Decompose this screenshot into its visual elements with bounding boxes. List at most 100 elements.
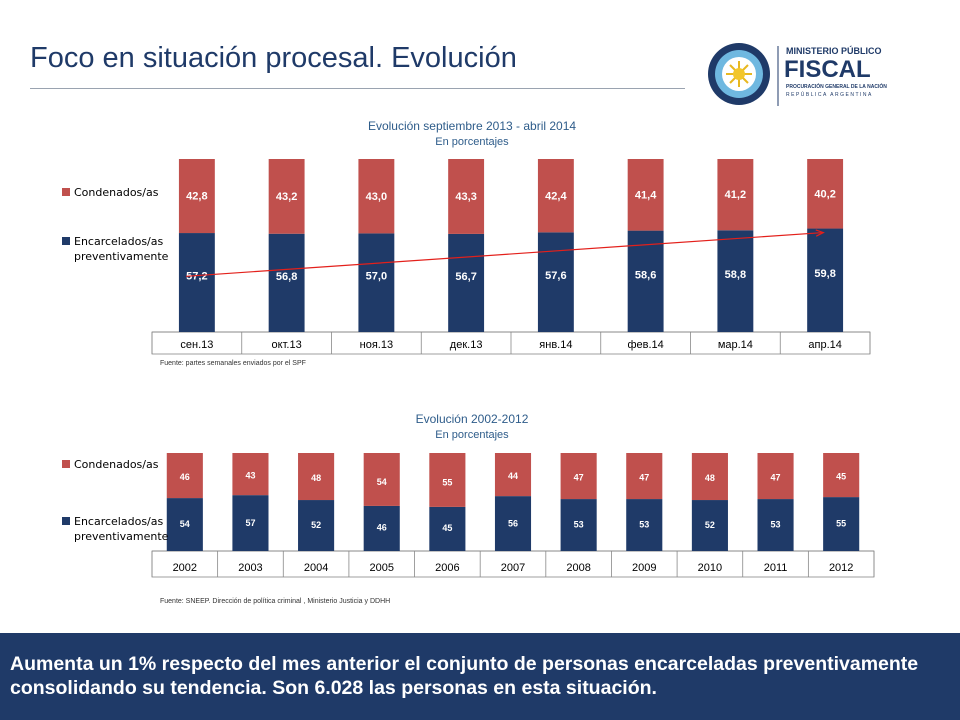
chart-title: Evolución 2002-2012 [416,412,529,426]
bar-encarcelados [363,505,400,551]
bar-encarcelados [560,499,597,551]
data-label-encarcelados: 54 [180,519,190,529]
data-label-encarcelados: 52 [311,520,321,530]
x-tick-label: 2007 [501,562,525,574]
bar-condenados [358,159,395,234]
data-label-encarcelados: 57,2 [186,271,207,283]
bar-encarcelados [626,499,663,551]
x-tick-label: 2011 [764,562,788,574]
x-tick-label: ноя.13 [360,339,393,351]
chart-yearly-evolution: Evolución 2002-2012 En porcentajes 54 46 200… [62,412,875,605]
bar-condenados [178,159,215,234]
bar-condenados [823,453,860,498]
bar-encarcelados [823,497,860,551]
legend-label-encarcelados-line1: Encarcelados/as [74,235,163,248]
x-tick-label: 2005 [369,562,393,574]
page-title: Foco en situación procesal. Evolución [30,42,517,74]
data-label-encarcelados: 56,8 [276,271,297,283]
data-label-encarcelados: 59,8 [814,268,835,280]
bar-encarcelados [757,499,794,551]
title-divider [30,88,685,89]
data-label-condenados: 55 [442,477,452,487]
legend-label-encarcelados-line2: preventivamente [74,530,169,543]
data-label-condenados: 54 [377,477,387,487]
x-tick-label: апр.14 [808,339,841,351]
data-label-condenados: 43 [245,470,255,480]
bar-encarcelados [232,495,269,551]
data-label-condenados: 46 [180,472,190,482]
x-tick-label: 2004 [304,562,328,574]
data-label-condenados: 42,8 [186,191,207,203]
bar-encarcelados [178,233,215,332]
data-label-condenados: 47 [771,473,781,483]
data-label-condenados: 47 [639,473,649,483]
data-label-condenados: 47 [574,473,584,483]
data-label-encarcelados: 52 [705,520,715,530]
bar-encarcelados [717,230,754,332]
data-label-condenados: 41,2 [725,189,746,201]
trend-arrow-head [815,229,825,237]
trend-arrow-line [186,231,824,277]
legend-swatch-condenados [62,460,70,468]
chart-monthly-evolution: Evolución septiembre 2013 - abril 2014 En… [62,119,871,367]
data-label-condenados: 43,0 [366,191,387,203]
bar-condenados [537,159,574,233]
bar-condenados [363,453,400,506]
bar-condenados [268,159,305,234]
logo-line4: REPÚBLICA ARGENTINA [786,91,873,98]
bar-condenados [494,453,532,497]
data-label-condenados: 43,3 [455,191,476,203]
legend-swatch-encarcelados [62,237,70,245]
bar-encarcelados [166,498,203,551]
data-label-condenados: 48 [705,473,715,483]
x-tick-label: 2003 [238,562,262,574]
bar-encarcelados [448,233,485,332]
data-label-encarcelados: 53 [639,520,649,530]
legend-label-condenados: Condenados/as [74,186,159,199]
chart-subtitle: En porcentajes [435,136,509,148]
data-label-condenados: 41,4 [635,189,657,201]
data-label-encarcelados: 45 [442,523,452,533]
chart-subtitle: En porcentajes [435,429,509,441]
x-tick-label: фев.14 [627,339,663,351]
bar-encarcelados [627,230,664,332]
bar-encarcelados [358,233,395,332]
x-tick-label: 2008 [566,562,590,574]
bar-condenados [717,159,754,231]
data-label-encarcelados: 58,8 [725,269,746,281]
data-label-encarcelados: 57,6 [545,270,566,282]
x-tick-label: окт.13 [272,339,302,351]
logo-line3: PROCURACIÓN GENERAL DE LA NACIÓN [786,82,887,90]
x-tick-label: мар.14 [718,339,753,351]
chart-title: Evolución septiembre 2013 - abril 2014 [368,119,576,133]
x-tick-label: сен.13 [180,339,213,351]
bar-encarcelados [298,500,335,551]
bar-condenados [232,453,269,496]
bar-condenados [448,159,485,234]
bar-condenados [298,453,335,501]
logo-line2: FISCAL [784,56,871,83]
data-label-encarcelados: 56,7 [455,271,476,283]
x-tick-label: 2002 [173,562,197,574]
data-label-encarcelados: 58,6 [635,269,656,281]
x-tick-label: 2009 [632,562,656,574]
bar-condenados [627,159,664,231]
bar-encarcelados [691,500,728,551]
data-label-encarcelados: 55 [836,519,846,529]
bar-condenados [626,453,663,500]
legend-swatch-encarcelados [62,517,70,525]
legend-label-encarcelados-line2: preventivamente [74,250,169,263]
bar-encarcelados [268,233,305,332]
x-tick-label: 2012 [829,562,853,574]
x-tick-label: янв.14 [539,339,572,351]
data-label-condenados: 45 [836,471,846,481]
bar-condenados [691,453,728,501]
ministerio-publico-fiscal-logo: MINISTERIO PÚBLICO FISCAL PROCURACIÓN GE… [708,43,887,106]
bar-encarcelados [807,228,844,332]
bar-condenados [560,453,597,500]
sun-icon [726,61,752,87]
x-tick-label: 2006 [435,562,459,574]
bar-condenados [166,453,203,499]
data-label-encarcelados: 56 [508,518,518,528]
data-label-encarcelados: 57,0 [366,271,387,283]
